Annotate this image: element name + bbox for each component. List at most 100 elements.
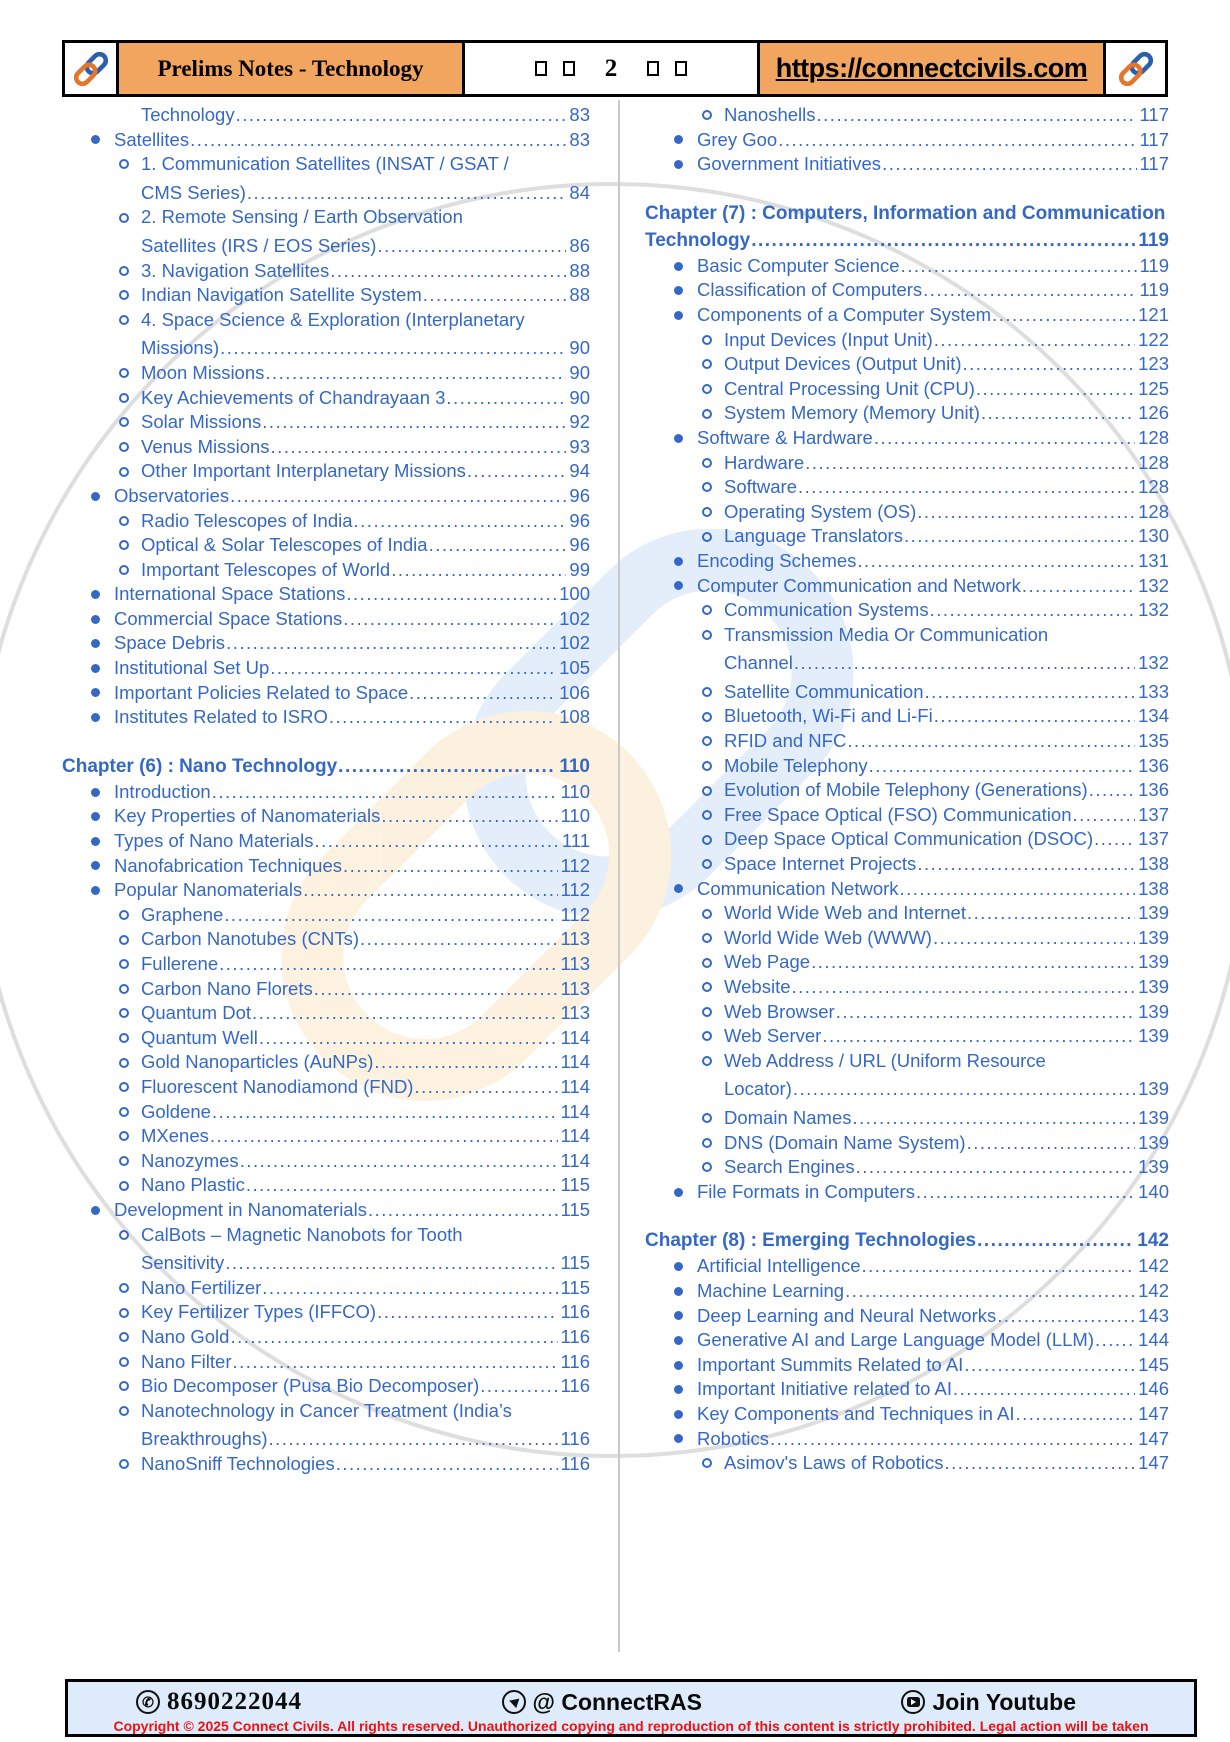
- circle-bullet-icon: [702, 1056, 712, 1067]
- toc-entry: Satellites (IRS / EOS Series)...........…: [62, 234, 590, 259]
- toc-page-number: 113: [560, 1002, 591, 1024]
- circle-bullet-icon: [119, 983, 129, 994]
- toc-gap: [645, 1204, 1169, 1227]
- toc-entry-label: Generative AI and Large Language Model (…: [697, 1329, 1094, 1351]
- toc-page-number: 115: [560, 1276, 591, 1298]
- toc-entry-label: MXenes: [141, 1125, 209, 1147]
- toc-entry-label: Quantum Dot: [141, 1002, 252, 1024]
- dot-leader: ........................................…: [857, 549, 1136, 571]
- toc-page-number: 102: [559, 632, 590, 654]
- toc-entry: 3. Navigation Satellites................…: [62, 259, 590, 284]
- toc-entry: 4. Space Science & Exploration (Interpla…: [62, 308, 590, 333]
- toc-entry: Introduction............................…: [62, 780, 590, 805]
- toc-entry: Sensitivity.............................…: [62, 1251, 590, 1276]
- toc-entry: Locator)................................…: [645, 1077, 1169, 1102]
- dot-leader: ........................................…: [855, 1156, 1136, 1178]
- youtube-link[interactable]: Join Youtube: [901, 1689, 1076, 1716]
- toc-page-number: 140: [1138, 1180, 1169, 1202]
- dot-leader: ........................................…: [900, 254, 1137, 276]
- toc-entry-label: Hardware: [724, 451, 805, 473]
- toc-entry-label: Satellite Communication: [724, 680, 924, 702]
- bullet-dot-icon: [674, 556, 683, 566]
- toc-entry: Mobile Telephony........................…: [645, 754, 1169, 779]
- bullet-dot-icon: [91, 688, 100, 698]
- bullet-dot-icon: [91, 1205, 100, 1215]
- circle-bullet-icon: [119, 1033, 129, 1044]
- toc-page-number: 137: [1138, 828, 1169, 850]
- dot-leader: ........................................…: [1021, 574, 1135, 596]
- telegram-contact[interactable]: @ ConnectRAS: [501, 1689, 702, 1716]
- dot-leader: ........................................…: [811, 951, 1135, 973]
- toc-page-number: 84: [569, 181, 590, 203]
- missing-glyph-box[interactable]: [562, 61, 575, 76]
- circle-bullet-icon: [702, 482, 712, 493]
- toc-page-number: 133: [1138, 680, 1169, 702]
- circle-bullet-icon: [119, 290, 129, 301]
- toc-entry: Deep Space Optical Communication (DSOC).…: [645, 827, 1169, 852]
- toc-entry: Operating System (OS)...................…: [645, 500, 1169, 525]
- dot-leader: ........................................…: [428, 534, 567, 556]
- dot-leader: ........................................…: [933, 328, 1135, 350]
- document-title: Prelims Notes - Technology: [119, 43, 465, 94]
- toc-entry: Deep Learning and Neural Networks.......…: [645, 1304, 1169, 1329]
- toc-entry: Observatories...........................…: [62, 484, 590, 509]
- toc-page-number: 86: [569, 234, 590, 256]
- toc-page-number: 123: [1138, 353, 1169, 375]
- dot-leader: ........................................…: [962, 353, 1136, 375]
- toc-entry: Gold Nanoparticles (AuNPs)..............…: [62, 1050, 590, 1075]
- toc-page-number: 96: [569, 484, 590, 506]
- chain-link-icon: [73, 51, 108, 86]
- website-url-link[interactable]: https://connectcivils.com: [757, 43, 1103, 94]
- toc-entry: Nano Fertilizer.........................…: [62, 1276, 590, 1301]
- dot-leader: ........................................…: [381, 805, 557, 827]
- toc-page-number: 114: [560, 1075, 591, 1097]
- dot-leader: ........................................…: [967, 902, 1135, 924]
- circle-bullet-icon: [119, 515, 129, 526]
- dot-leader: ........................................…: [313, 977, 558, 999]
- toc-entry: Graphene................................…: [62, 903, 590, 928]
- dot-leader: ........................................…: [903, 525, 1136, 547]
- circle-bullet-icon: [702, 834, 712, 845]
- dot-leader: ........................................…: [791, 976, 1136, 997]
- toc-entry: Encoding Schemes........................…: [645, 549, 1169, 574]
- toc-entry-label: 2. Remote Sensing / Earth Observation: [141, 206, 463, 228]
- missing-glyph-box[interactable]: [675, 61, 688, 76]
- bullet-dot-icon: [91, 491, 100, 501]
- dot-leader: ........................................…: [359, 928, 558, 950]
- circle-bullet-icon: [702, 408, 712, 419]
- toc-entry: Chapter (7) : Computers, Information and…: [645, 200, 1169, 227]
- bullet-dot-icon: [91, 614, 100, 624]
- circle-bullet-icon: [119, 1082, 129, 1093]
- missing-glyph-box[interactable]: [647, 61, 660, 76]
- toc-entry: Output Devices (Output Unit)............…: [645, 352, 1169, 377]
- toc-page-number: 112: [560, 854, 591, 876]
- circle-bullet-icon: [702, 908, 712, 919]
- missing-glyph-box[interactable]: [534, 61, 547, 76]
- toc-entry: Grey Goo................................…: [645, 128, 1169, 153]
- toc-page-number: 119: [1139, 254, 1170, 276]
- toc-entry: Hardware................................…: [645, 451, 1169, 476]
- dot-leader: ........................................…: [226, 632, 557, 654]
- toc-page-number: 102: [559, 607, 590, 629]
- toc-entry: Domain Names............................…: [645, 1106, 1169, 1131]
- toc-entry-label: Nano Gold: [141, 1325, 230, 1347]
- toc-page-number: 147: [1138, 1452, 1169, 1474]
- bullet-dot-icon: [674, 310, 683, 320]
- dot-leader: ........................................…: [873, 426, 1136, 448]
- toc-entry-label: Language Translators: [724, 525, 903, 547]
- toc-page-number: 96: [569, 534, 590, 556]
- dot-leader: ........................................…: [964, 1353, 1135, 1375]
- toc-entry: Bio Decomposer (Pusa Bio Decomposer)....…: [62, 1374, 590, 1399]
- toc-page-number: 116: [560, 1301, 591, 1323]
- circle-bullet-icon: [119, 392, 129, 403]
- toc-entry-label: Satellites: [114, 128, 190, 150]
- dot-leader: ........................................…: [270, 435, 567, 457]
- dot-leader: ........................................…: [265, 361, 566, 383]
- toc-entry-label: Satellites (IRS / EOS Series): [141, 234, 377, 256]
- circle-bullet-icon: [702, 457, 712, 468]
- toc-page-number: 128: [1138, 426, 1169, 448]
- dot-leader: ........................................…: [944, 1452, 1135, 1474]
- phone-contact[interactable]: ✆ 8690222044: [136, 1688, 302, 1716]
- circle-bullet-icon: [702, 785, 712, 796]
- dot-leader: ........................................…: [1094, 828, 1135, 850]
